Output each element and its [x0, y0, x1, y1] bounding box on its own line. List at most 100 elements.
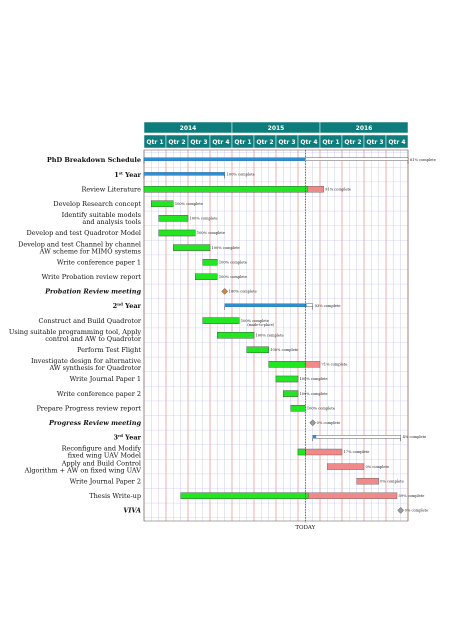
- pct-label: 0% complete: [380, 479, 404, 483]
- timeline-header: 2014 2015 2016 Qtr 1 Qtr 2 Qtr 3 Qtr 4 Qtr 1 Qtr…: [143, 121, 409, 149]
- task-bar-done: [180, 492, 309, 499]
- summary-bar-done: [224, 303, 307, 307]
- quarter-label: Qtr 4: [388, 139, 405, 146]
- today-marker: TODAY: [295, 150, 316, 531]
- pct-label: 100% complete: [300, 377, 328, 381]
- task-bar-done: [151, 200, 174, 207]
- task-bar-done: [202, 317, 240, 324]
- task-note: (made-to-place): [247, 323, 275, 327]
- task-bar-remaining: [327, 463, 365, 470]
- quarter-label: Qtr 1: [234, 139, 251, 146]
- summary-bar-done: [312, 435, 317, 439]
- task-bar-done: [217, 332, 255, 339]
- task-label: Write Probation review report: [42, 273, 142, 281]
- task-label: 3rd Year: [113, 433, 141, 442]
- milestone-diamond: [309, 419, 316, 427]
- task-label: Apply and Build Control Algorithm + AW on…: [24, 459, 142, 474]
- year-cell: [319, 121, 409, 134]
- pct-label: 61% complete: [410, 158, 436, 162]
- task-bar-done: [275, 375, 299, 383]
- task-bar-done: [202, 259, 218, 266]
- summary-bar-ends: [224, 306, 313, 310]
- task-bar-done: [143, 186, 308, 193]
- task-bar-done: [195, 273, 218, 280]
- pct-label: 93% complete: [315, 304, 341, 308]
- task-bars: 61% complete 100% complete 91% complete 100…: [143, 157, 436, 514]
- pct-label: 100% complete: [270, 348, 298, 352]
- pct-label: 4% complete: [403, 435, 427, 439]
- task-label: VIVA: [123, 507, 141, 515]
- summary-bar-done: [144, 157, 306, 161]
- milestone-diamond: [397, 507, 404, 514]
- grid-frame: [143, 149, 409, 522]
- task-label: Develop Research concept: [53, 200, 141, 208]
- task-label: Identify suitable models and analysis too…: [62, 211, 141, 226]
- quarter-label: Qtr 4: [300, 139, 317, 146]
- pct-label: 100% complete: [300, 392, 328, 396]
- quarter-cell: [385, 134, 409, 149]
- task-label: Perform Test Flight: [77, 346, 141, 354]
- quarter-label: Qtr 2: [168, 139, 185, 146]
- task-label: Probation Review meeting: [44, 288, 141, 296]
- task-label: 1st Year: [114, 170, 141, 179]
- pct-label: 0% complete: [405, 509, 429, 513]
- pct-label: 0% complete: [366, 465, 390, 469]
- task-label: Investigate design for alternative AW syn…: [31, 357, 142, 372]
- summary-bar-frame: [312, 435, 401, 439]
- task-label: Write Journal Paper 1: [70, 375, 141, 383]
- task-bar-done: [158, 215, 189, 222]
- pct-label: 59% complete: [399, 494, 425, 498]
- pct-label: 100% complete: [219, 275, 247, 279]
- task-bar-done: [290, 405, 306, 412]
- task-bar-done: [246, 346, 269, 353]
- task-label: 2nd Year: [113, 302, 142, 311]
- quarter-label: Qtr 1: [322, 139, 339, 146]
- task-labels: PhD Breakdown Schedule 1st Year Review Lit…: [9, 156, 142, 514]
- task-label: Construct and Build Quadrotor: [39, 317, 142, 325]
- quarter-label: Qtr 2: [256, 139, 273, 146]
- summary-bar-ends: [143, 175, 225, 179]
- task-bar-done: [268, 361, 306, 368]
- year-label: 2014: [180, 125, 197, 132]
- quarter-label: Qtr 2: [344, 139, 361, 146]
- pct-label: 100% complete: [212, 246, 240, 250]
- task-label: Write Journal Paper 2: [70, 477, 141, 485]
- pct-label: 100% complete: [197, 231, 225, 235]
- pct-label: 17% complete: [344, 450, 370, 454]
- task-label: Progress Review meeting: [48, 419, 141, 427]
- pct-label: 71% complete: [322, 363, 348, 367]
- pct-label: 100% complete: [175, 202, 203, 206]
- pct-label: 100% complete: [219, 260, 247, 264]
- summary-bar-ends: [312, 438, 401, 442]
- pct-label: 100% complete: [307, 406, 335, 410]
- task-bar-remaining: [356, 478, 379, 485]
- quarter-label: Qtr 4: [212, 139, 229, 146]
- pct-label: 0% complete: [317, 421, 341, 425]
- task-label: Reconfigure and Modify fixed wing UAV Mod…: [62, 445, 142, 460]
- quarter-label: Qtr 3: [278, 139, 295, 146]
- task-label: Develop and test Quadrotor Model: [27, 229, 141, 237]
- year-label: 2015: [268, 125, 285, 132]
- pct-label: 100% complete: [241, 319, 269, 323]
- summary-bar-ends: [143, 160, 409, 164]
- task-label: Thesis Write-up: [89, 492, 141, 500]
- task-bar-done: [158, 229, 196, 237]
- task-bar-done: [173, 244, 211, 251]
- milestone-diamond: [221, 288, 228, 295]
- task-label: Using suitable programming tool, Apply co…: [9, 328, 142, 343]
- task-label: Write conference paper 1: [57, 258, 141, 266]
- pct-label: 100% complete: [229, 290, 257, 294]
- quarter-label: Qtr 3: [190, 139, 207, 146]
- quarter-label: Qtr 1: [146, 139, 163, 146]
- task-label: Review Literature: [81, 185, 141, 193]
- pct-label: 100% complete: [256, 333, 284, 337]
- task-label: Write conference paper 2: [57, 390, 141, 398]
- summary-bar-done: [144, 172, 225, 176]
- pct-label: 91% complete: [325, 187, 351, 191]
- today-label: TODAY: [295, 525, 315, 531]
- quarter-label: Qtr 3: [366, 139, 383, 146]
- task-label: Prepare Progress review report: [36, 404, 141, 412]
- task-label: PhD Breakdown Schedule: [47, 156, 141, 164]
- year-label: 2016: [356, 125, 373, 132]
